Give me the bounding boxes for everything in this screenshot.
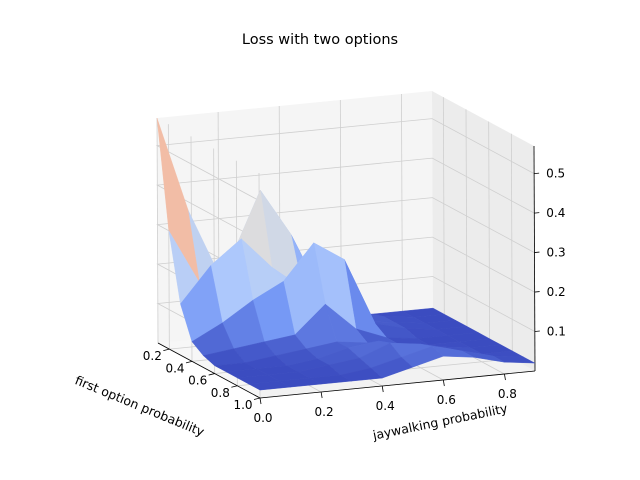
x-tick [163, 348, 170, 351]
x-tick-label: 0.6 [188, 374, 207, 388]
z-tick-label: 0.2 [547, 285, 566, 299]
x-tick-label: 1.0 [233, 398, 252, 412]
z-tick-label: 0.5 [546, 167, 565, 181]
y-tick [259, 397, 262, 405]
y-tick-label: 0.8 [498, 387, 517, 401]
y-axis-line [259, 370, 536, 399]
x-tick-label: 0.4 [165, 361, 184, 375]
z-tick-label: 0.1 [547, 325, 566, 339]
x-grid-rightwall [465, 109, 468, 335]
z-tick [534, 251, 540, 253]
x-tick [231, 385, 238, 388]
y-tick [320, 391, 323, 399]
x-tick-label: 0.2 [143, 349, 162, 363]
x-grid-rightwall [442, 97, 445, 323]
axis-ticks: 0.20.40.60.81.00.0 0.2 0.4 0.6 0.80.10.20.30… [143, 167, 566, 425]
z-tick [534, 330, 540, 332]
z-tick [534, 291, 540, 293]
x-tick [253, 397, 261, 400]
z-tick [534, 212, 540, 214]
axis-lines [157, 145, 536, 399]
y-tick-label: 0.6 [437, 393, 456, 407]
y-grid-wall [156, 117, 159, 344]
x-grid-rightwall [488, 121, 491, 347]
z-tick-label: 0.4 [546, 206, 565, 220]
y-tick [504, 373, 506, 381]
x-tick [208, 373, 215, 376]
y-tick-label: 0.2 [315, 405, 334, 419]
z-grid-line [155, 118, 535, 201]
z-axis-line [533, 145, 536, 372]
y-tick-label: 0.4 [376, 399, 395, 413]
z-tick-label: 0.3 [547, 246, 566, 260]
z-grid-line [155, 157, 535, 241]
x-tick [185, 360, 193, 364]
y-tick [442, 379, 445, 387]
surface-plot [156, 117, 536, 391]
x-tick-label: 0.8 [211, 386, 230, 400]
x-grid-rightwall [510, 133, 513, 359]
x-axis-line [157, 342, 261, 399]
y-tick-label: 0.0 [253, 411, 272, 425]
right-wall-pane [432, 91, 535, 371]
y-grid-wall [401, 93, 403, 320]
surface-face [247, 380, 292, 391]
y-tick [381, 385, 384, 393]
z-tick [534, 172, 540, 175]
chart-title: Loss with two options [242, 32, 398, 48]
